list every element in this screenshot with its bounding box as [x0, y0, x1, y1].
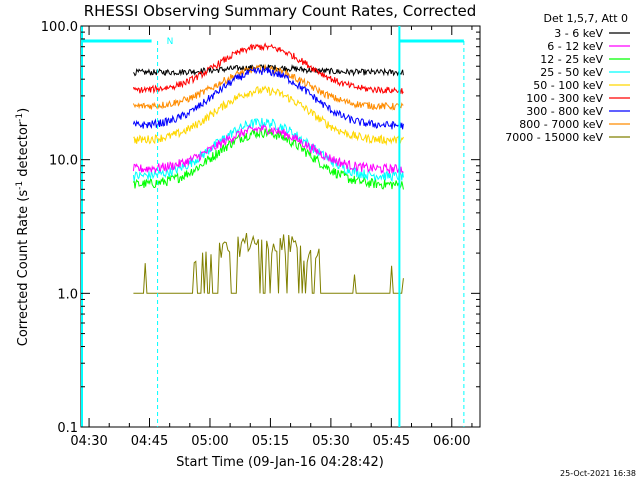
x-tick-label-2: 05:00 [191, 434, 228, 449]
y-tick-label-3: 0.1 [57, 421, 78, 436]
y-axis-label-prefix: Corrected Count Rate (s [16, 190, 31, 347]
y-axis-label-end: ) [16, 108, 31, 113]
legend-header: Det 1,5,7, Att 0 [544, 12, 628, 25]
x-tick-label-5: 05:45 [373, 434, 410, 449]
series-line-1 [132, 124, 404, 176]
x-tick-label-4: 05:30 [312, 434, 349, 449]
legend-label-7: 800 - 7000 keV [519, 118, 603, 131]
x-tick-label-3: 05:15 [252, 434, 289, 449]
y-axis-label-mid: detector [16, 121, 31, 181]
series-line-6 [132, 66, 404, 130]
timestamp: 25-Oct-2021 16:38 [560, 469, 636, 478]
series-line-3 [132, 117, 404, 183]
legend-label-8: 7000 - 15000 keV [505, 131, 603, 144]
night-label: N [167, 37, 174, 47]
legend-label-3: 25 - 50 keV [540, 66, 603, 79]
y-axis-label-sup2: -1 [15, 113, 25, 122]
y-axis-label-sup1: -1 [15, 181, 25, 190]
y-tick-label-0: 100.0 [41, 20, 78, 35]
legend-label-0: 3 - 6 keV [554, 27, 603, 40]
series-line-2 [132, 127, 404, 191]
y-axis: 100.0 10.0 1.0 0.1 [41, 20, 480, 436]
x-tick-label-1: 04:45 [131, 434, 168, 449]
series-line-8 [133, 233, 404, 294]
y-tick-label-2: 1.0 [57, 287, 78, 302]
legend-label-4: 50 - 100 keV [533, 79, 603, 92]
indicator-layer: N [81, 26, 465, 427]
x-axis: 04:30 04:45 05:00 05:15 05:30 05:45 06:00 [70, 26, 473, 449]
x-tick-label-6: 06:00 [433, 434, 470, 449]
series-line-0 [133, 63, 404, 77]
plot-frame [80, 25, 481, 428]
legend-label-2: 12 - 25 keV [540, 53, 603, 66]
legend-label-5: 100 - 300 keV [526, 92, 603, 105]
y-tick-label-1: 10.0 [49, 154, 78, 169]
x-tick-label-0: 04:30 [70, 434, 107, 449]
series-line-5 [132, 42, 404, 95]
series-layer [132, 42, 404, 294]
legend-label-1: 6 - 12 keV [547, 40, 603, 53]
x-axis-label: Start Time (09-Jan-16 04:28:42) [176, 455, 384, 470]
chart-title: RHESSI Observing Summary Count Rates, Co… [84, 2, 477, 20]
y-axis-label: Corrected Count Rate (s-1 detector-1) [15, 108, 31, 346]
legend-label-6: 300 - 800 keV [526, 105, 603, 118]
series-line-4 [133, 85, 404, 146]
